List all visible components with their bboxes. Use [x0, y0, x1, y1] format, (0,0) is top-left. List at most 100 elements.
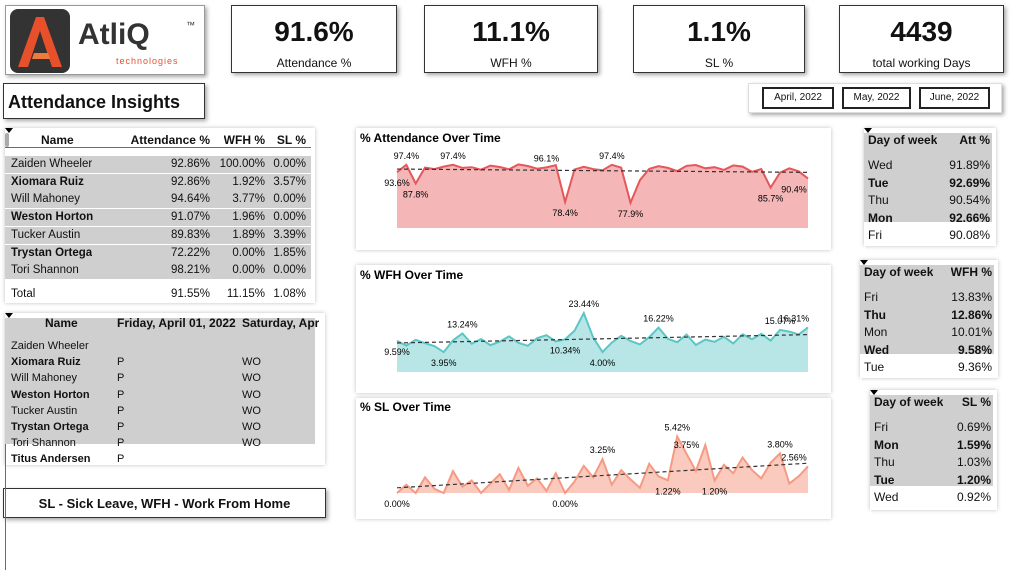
- column-divider: [870, 486, 871, 577]
- total-cell: 91.55%: [170, 288, 210, 300]
- table-cell: Trystan Ortega: [11, 246, 93, 259]
- kpi-value: 1.1%: [687, 16, 751, 47]
- title-box: Attendance Insights: [3, 83, 205, 119]
- table-cell: P: [117, 421, 125, 433]
- kpi-value: 11.1%: [472, 16, 550, 47]
- table-cell: P: [117, 404, 125, 417]
- kpi-card: 1.1% SL %: [633, 5, 805, 73]
- table-cell: 1.92%: [232, 175, 265, 188]
- table-cell: 0.00%: [273, 193, 306, 206]
- column-divider: [5, 444, 6, 570]
- scrollbar: [5, 133, 9, 147]
- column-header: SL %: [961, 395, 991, 409]
- table-cell: Xiomara Ruiz: [11, 356, 81, 369]
- kpi-card: 4439 total working Days: [839, 5, 1004, 73]
- table-row: [5, 262, 311, 280]
- table-cell: WO: [242, 372, 261, 385]
- data-label: 3.75%: [674, 440, 700, 450]
- logo-icon: [10, 9, 70, 73]
- table-cell: 1.85%: [273, 246, 306, 259]
- table-cell: Zaiden Wheeler: [11, 158, 93, 170]
- table-row: [5, 191, 311, 209]
- kpi-label: Attendance %: [276, 56, 352, 70]
- month-button[interactable]: June, 2022: [919, 87, 990, 109]
- table-cell: 3.39%: [273, 228, 306, 241]
- data-label: 97.4%: [599, 151, 625, 161]
- sort-arrow: [870, 390, 878, 395]
- data-label: 87.8%: [403, 190, 429, 200]
- column-header: WFH %: [950, 265, 992, 279]
- logo-name: AtliQ: [78, 18, 150, 51]
- table-cell: Tori Shannon: [11, 264, 79, 277]
- table-cell: Fri: [874, 420, 888, 434]
- sort-arrow: [5, 128, 13, 133]
- table-cell: WO: [242, 437, 261, 450]
- attendance-table: Name Attendance % WFH % SL % Zaiden Wheeler 9…: [5, 128, 315, 303]
- table-body: [5, 318, 315, 444]
- table-cell: Titus Andersen: [11, 453, 91, 463]
- chart-panel: [356, 398, 831, 519]
- table-cell: Tue: [864, 360, 885, 374]
- table-cell: Trystan Ortega: [11, 421, 89, 433]
- data-label: 4.00%: [590, 358, 616, 368]
- total-cell: 11.15%: [226, 288, 265, 300]
- table-cell: 1.89%: [232, 228, 265, 241]
- table-cell: P: [117, 356, 125, 369]
- kpi-value: 91.6%: [274, 16, 354, 47]
- data-label: 85.7%: [758, 194, 784, 204]
- column-divider: [860, 354, 861, 443]
- data-label: 0.00%: [384, 499, 410, 509]
- data-label: 90.4%: [781, 184, 807, 194]
- table-cell: P: [117, 437, 125, 450]
- sort-arrow: [864, 128, 872, 133]
- table-cell: Wed: [868, 158, 893, 172]
- table-cell: 91.07%: [170, 211, 210, 224]
- page-title: Attendance Insights: [8, 92, 181, 112]
- total-divider: [5, 147, 311, 148]
- column-header: Attendance %: [130, 133, 210, 147]
- table-cell: 3.77%: [232, 193, 265, 206]
- column-header: Day of week: [874, 395, 944, 409]
- data-label: 77.9%: [618, 209, 644, 219]
- table-cell: Tori Shannon: [11, 437, 76, 450]
- table-cell: 0.69%: [956, 420, 991, 434]
- table-cell: Wed: [864, 342, 890, 357]
- table-cell: Weston Horton: [11, 388, 90, 401]
- data-label: 93.6%: [384, 178, 410, 188]
- table-row: [5, 156, 311, 173]
- table-cell: 92.66%: [949, 210, 990, 225]
- table-cell: P: [117, 388, 125, 401]
- data-label: 15.07%: [765, 316, 796, 326]
- data-label: 5.42%: [664, 422, 690, 432]
- table-cell: Zaiden Wheeler: [11, 340, 89, 352]
- table-cell: 12.86%: [951, 307, 992, 322]
- legend-box: SL - Sick Leave, WFH - Work From Home: [3, 488, 326, 518]
- line: [396, 433, 809, 495]
- table-cell: Weston Horton: [11, 211, 94, 224]
- footer-note: SL - Sick Leave, WFH - Work From Home: [38, 496, 291, 511]
- table-cell: 0.00%: [273, 264, 306, 277]
- table-row: [5, 226, 311, 244]
- table-cell: 90.54%: [949, 193, 990, 207]
- area: [397, 436, 808, 493]
- month-button[interactable]: April, 2022: [762, 87, 834, 109]
- table-cell: Will Mahoney: [11, 193, 81, 206]
- kpi-value: 4439: [890, 16, 953, 47]
- data-label: 96.1%: [534, 153, 560, 163]
- table-body: [860, 265, 994, 354]
- chart-title: % Attendance Over Time: [360, 131, 501, 145]
- table-cell: Will Mahoney: [11, 372, 78, 385]
- table-cell: 3.57%: [273, 175, 306, 188]
- kpi-label: SL %: [704, 56, 734, 70]
- area: [397, 164, 808, 228]
- table-cell: P: [117, 453, 125, 463]
- data-label: 10.34%: [550, 345, 581, 355]
- month-button[interactable]: May, 2022: [842, 87, 911, 109]
- table-cell: Tucker Austin: [11, 404, 78, 417]
- table-cell: WO: [242, 356, 261, 369]
- table-cell: 0.92%: [956, 490, 991, 504]
- column-header: Day of week: [868, 133, 938, 147]
- table-cell: Fri: [864, 290, 878, 304]
- data-label: 16.31%: [779, 313, 810, 323]
- charts: % Attendance Over Time 93.6% 97.4% 87.8% 97.…: [360, 131, 810, 509]
